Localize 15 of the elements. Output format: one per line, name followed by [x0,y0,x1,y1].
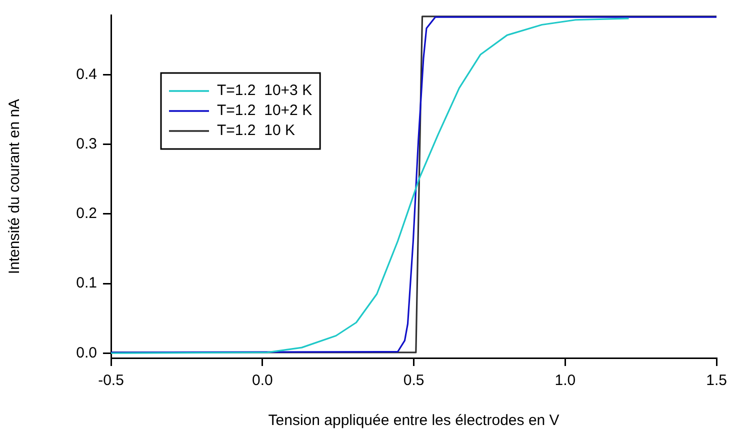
y-tick-label: 0.3 [76,136,97,153]
y-tick-label: 0.1 [76,274,97,292]
legend-label: T=1.2 10+2 K [217,102,312,120]
y-tick-label: 0.0 [76,344,97,362]
x-tick-label: -0.5 [98,372,124,390]
legend-label: T=1.2 10 K [217,122,295,140]
y-tick-label: 0.2 [76,205,97,222]
x-tick-label: 0.5 [403,372,424,390]
x-tick-label: 0.0 [252,372,273,390]
y-tick-label: 0.4 [76,66,97,83]
x-tick-label: 1.0 [554,372,576,390]
y-axis-title: Intensité du courant en nA [6,98,24,274]
legend-label: T=1.2 10+3 K [217,82,312,100]
x-axis-title: Tension appliquée entre les électrodes en V [268,412,560,430]
x-tick-label: 1.5 [706,372,728,390]
